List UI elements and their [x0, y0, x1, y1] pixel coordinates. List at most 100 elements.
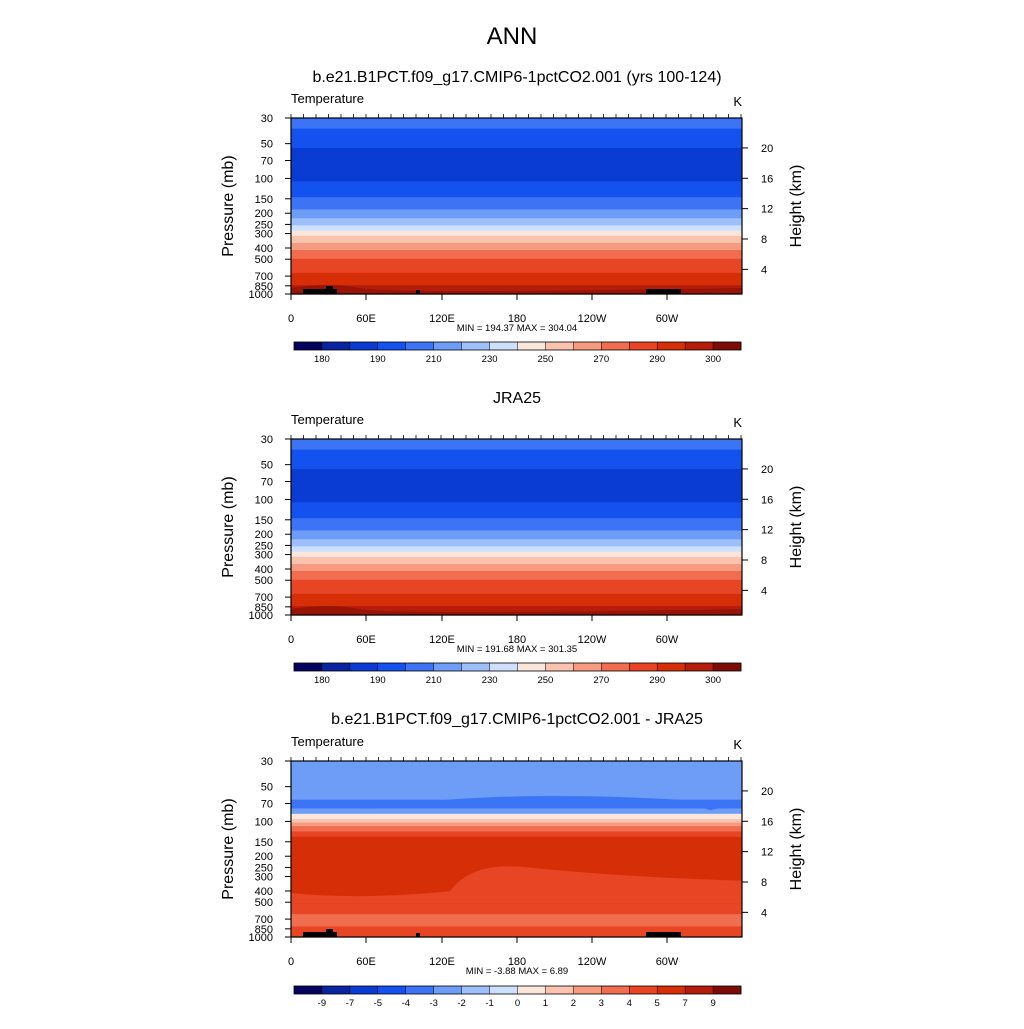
colorbar-box — [489, 986, 518, 994]
colorbar-label: 210 — [426, 675, 442, 686]
y-axis-label: Pressure (mb) — [220, 476, 237, 577]
colorbar-box — [489, 342, 518, 350]
colorbar: -9 -7 -5 -4 -3 -2 -1 0 1 2 3 4 5 7 9 — [293, 985, 742, 1009]
x-tick-label: 60E — [356, 956, 376, 968]
x-tick-label: 60W — [656, 634, 679, 646]
colorbar-label: 9 — [710, 998, 715, 1009]
colorbar-label: 2 — [571, 998, 576, 1009]
panel-title: b.e21.B1PCT.f09_g17.CMIP6-1pctCO2.001 - … — [331, 711, 703, 728]
height-tick-label: 20 — [761, 143, 773, 155]
x-tick-label: 120E — [429, 956, 455, 968]
y-tick-label: 50 — [261, 139, 273, 151]
colorbar-box — [657, 342, 686, 350]
colorbar-label: 270 — [593, 354, 609, 365]
contour-band — [291, 147, 742, 182]
contour-band — [291, 761, 742, 801]
field-label: Temperature — [291, 91, 364, 106]
right-axis-label: Height (km) — [788, 486, 805, 569]
topography-block — [646, 932, 681, 937]
warm-surface-band — [291, 606, 742, 615]
min-max-stats: MIN = 191.68 MAX = 301.35 — [457, 644, 577, 655]
height-tick-label: 20 — [761, 464, 773, 476]
height-tick-label: 8 — [761, 555, 767, 567]
colorbar-box — [349, 986, 379, 994]
height-tick-label: 12 — [761, 204, 773, 216]
contour-band — [291, 819, 742, 824]
y-tick-label: 300 — [255, 229, 273, 241]
x-tick-label: 120W — [578, 956, 607, 968]
contour-band — [291, 250, 742, 260]
colorbar-label: 180 — [314, 675, 330, 686]
colorbar-box — [433, 663, 462, 671]
colorbar-box — [685, 986, 714, 994]
contour-band — [291, 468, 742, 503]
y-tick-label: 100 — [255, 494, 273, 506]
y-tick-label: 500 — [255, 897, 273, 909]
contour-band — [291, 571, 742, 581]
colorbar-box — [377, 986, 407, 994]
y-tick-label: 100 — [255, 816, 273, 828]
colorbar-box — [461, 342, 490, 350]
contour-band — [291, 551, 742, 558]
colorbar-box — [294, 986, 323, 994]
colorbar-box — [349, 663, 379, 671]
colorbar-label: 290 — [649, 675, 665, 686]
colorbar-box — [573, 986, 602, 994]
contour-band — [291, 822, 742, 827]
cool-stratosphere-band — [291, 796, 742, 811]
height-tick-label: 4 — [761, 907, 767, 919]
right-axis-label: Height (km) — [788, 165, 805, 248]
contour-band — [291, 502, 742, 519]
x-tick-label: 60E — [356, 313, 376, 325]
colorbar-box — [657, 986, 686, 994]
y-tick-label: 70 — [261, 799, 273, 811]
contour-fill — [291, 761, 742, 938]
colorbar-box — [461, 986, 490, 994]
colorbar-label: -4 — [402, 998, 410, 1009]
colorbar-label: 7 — [682, 998, 687, 1009]
colorbar-label: 4 — [627, 998, 632, 1009]
x-tick-label: 0 — [288, 956, 294, 968]
contour-band — [291, 579, 742, 595]
y-tick-label: 850 — [255, 602, 273, 614]
colorbar-label: -7 — [346, 998, 354, 1009]
contour-band — [291, 258, 742, 274]
contour-band — [291, 518, 742, 532]
y-tick-label: 150 — [255, 515, 273, 527]
y-tick-label: 250 — [255, 862, 273, 874]
colorbar-box — [405, 663, 434, 671]
x-tick-label: 120W — [578, 313, 607, 325]
colorbar-box — [321, 663, 351, 671]
contour-band — [291, 546, 742, 553]
contour-band — [291, 235, 742, 244]
contour-band — [291, 243, 742, 251]
colorbar-box — [294, 342, 323, 350]
contour-band — [291, 225, 742, 232]
panel-title: b.e21.B1PCT.f09_g17.CMIP6-1pctCO2.001 (y… — [312, 69, 721, 86]
colorbar-box — [321, 342, 351, 350]
colorbar-label: -3 — [429, 998, 437, 1009]
contour-band — [291, 439, 742, 451]
topography-mask — [303, 929, 681, 937]
contour-fill — [291, 118, 742, 295]
height-tick-label: 16 — [761, 816, 773, 828]
y-tick-label: 50 — [261, 782, 273, 794]
contour-band — [291, 903, 742, 915]
colorbar-label: 250 — [537, 354, 553, 365]
colorbar-box — [433, 342, 462, 350]
contour-fill — [291, 439, 742, 616]
y-tick-label: 200 — [255, 851, 273, 863]
y-tick-label: 250 — [255, 219, 273, 231]
colorbar-box — [377, 342, 407, 350]
colorbar-label: 290 — [649, 354, 665, 365]
colorbar: 180 190 210 230 250 270 290 300 — [293, 341, 742, 365]
colorbar-box — [405, 986, 434, 994]
colorbar-box — [517, 663, 546, 671]
colorbar-label: 300 — [705, 675, 721, 686]
colorbar-label: 230 — [482, 675, 498, 686]
panel-3: b.e21.B1PCT.f09_g17.CMIP6-1pctCO2.001 - … — [220, 711, 805, 1009]
height-tick-label: 16 — [761, 494, 773, 506]
y-tick-label: 150 — [255, 837, 273, 849]
contour-band — [291, 181, 742, 198]
